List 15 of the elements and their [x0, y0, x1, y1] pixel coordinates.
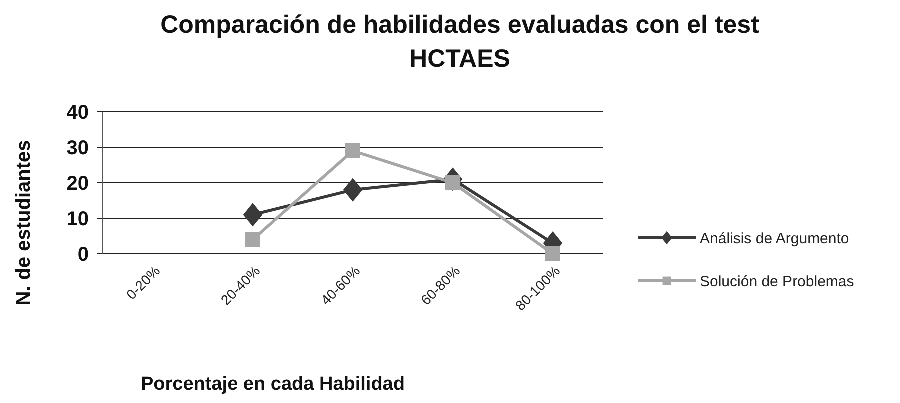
y-axis-title: N. de estudiantes [13, 140, 35, 306]
y-tick-label: 30 [66, 138, 89, 160]
y-tick-label: 0 [78, 244, 89, 266]
y-tick-label: 40 [66, 102, 89, 124]
x-axis-title: Porcentaje en cada Habilidad [141, 374, 405, 395]
y-tick-label: 10 [66, 208, 89, 230]
point [244, 203, 262, 226]
point [246, 232, 260, 248]
y-tick-label: 20 [66, 173, 89, 195]
point [344, 178, 362, 202]
chart-title: Comparación de habilidades evaluadas con el test HCTAES [160, 11, 760, 73]
legend-label: Análisis de Argumento [700, 230, 850, 248]
point [546, 246, 560, 262]
point [346, 144, 360, 159]
legend-label: Solución de Problemas [700, 273, 854, 290]
